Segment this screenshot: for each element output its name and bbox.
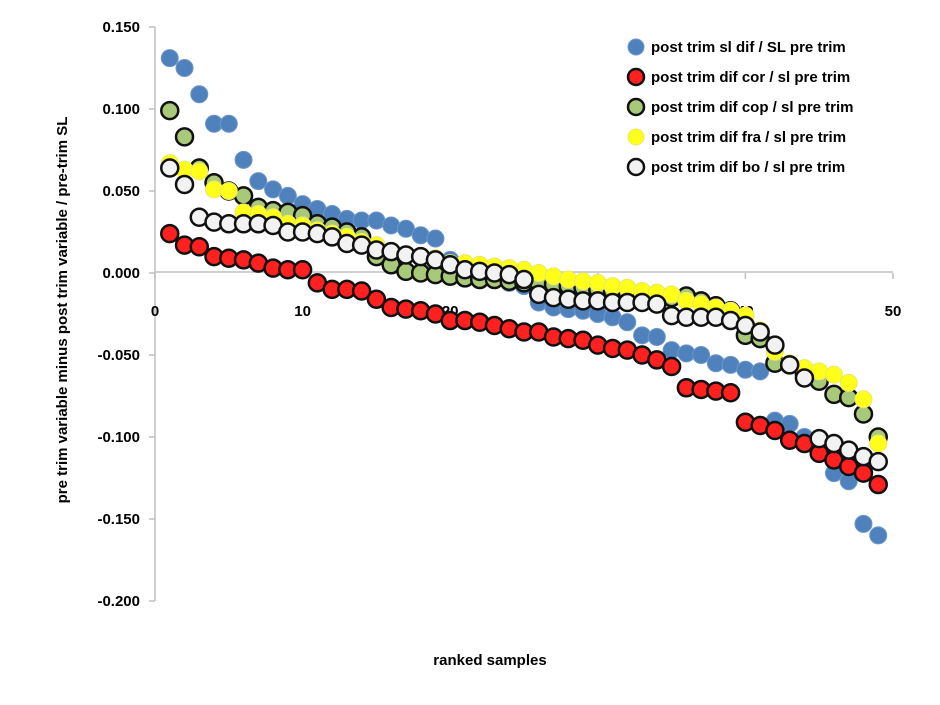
x-tick-label: 50 bbox=[885, 303, 902, 320]
data-point bbox=[677, 291, 696, 310]
data-point bbox=[720, 382, 741, 403]
legend: post trim sl dif / SL pre trim post trim … bbox=[626, 38, 854, 177]
data-point bbox=[588, 273, 607, 292]
series-1 bbox=[160, 223, 888, 495]
data-point bbox=[175, 59, 194, 77]
data-point bbox=[160, 223, 180, 244]
data-point bbox=[750, 322, 770, 342]
data-points bbox=[160, 49, 888, 545]
legend-label: post trim dif cor / sl pre trim bbox=[651, 69, 850, 86]
data-point bbox=[351, 281, 372, 301]
data-point bbox=[382, 216, 401, 235]
y-tick-label: -0.150 bbox=[97, 511, 140, 528]
data-point bbox=[174, 127, 195, 147]
x-axis-label: ranked samples bbox=[433, 652, 546, 669]
y-tick-label: 0.150 bbox=[102, 19, 140, 36]
legend-marker bbox=[626, 67, 646, 87]
y-tick-label: -0.050 bbox=[97, 347, 140, 364]
data-point bbox=[292, 259, 313, 280]
data-point bbox=[765, 420, 785, 441]
data-point bbox=[366, 289, 387, 309]
series-0 bbox=[160, 49, 888, 545]
data-point bbox=[869, 526, 888, 545]
legend-label: post trim dif bo / sl pre trim bbox=[651, 159, 845, 176]
series-3 bbox=[160, 154, 888, 453]
y-tick-label: 0.050 bbox=[102, 183, 140, 200]
data-point bbox=[839, 373, 858, 392]
data-point bbox=[662, 285, 681, 304]
data-point bbox=[249, 172, 268, 191]
y-axis-label: pre trim variable minus post trim variab… bbox=[54, 117, 71, 504]
data-point bbox=[854, 514, 873, 533]
data-point bbox=[869, 434, 888, 453]
data-point bbox=[190, 162, 209, 181]
data-point bbox=[190, 85, 209, 104]
data-point bbox=[514, 269, 534, 290]
legend-marker bbox=[626, 157, 646, 177]
legend-label: post trim dif fra / sl pre trim bbox=[651, 129, 846, 146]
data-point bbox=[779, 355, 800, 375]
data-point bbox=[219, 182, 238, 200]
data-point bbox=[794, 368, 815, 388]
data-point bbox=[219, 114, 238, 133]
data-point bbox=[160, 49, 179, 68]
legend-label: post trim sl dif / SL pre trim bbox=[651, 39, 846, 56]
data-point bbox=[544, 267, 563, 286]
data-point bbox=[692, 346, 711, 364]
x-tick-label: 10 bbox=[294, 303, 311, 320]
data-point bbox=[278, 186, 297, 205]
x-tick-label: 0 bbox=[151, 303, 159, 320]
y-tick-label: -0.100 bbox=[97, 429, 140, 446]
data-point bbox=[618, 313, 637, 332]
y-ticks: 0.150 0.100 0.050 0.000 -0.050 -0.100 -0.150 -0… bbox=[97, 19, 155, 610]
data-point bbox=[189, 237, 210, 257]
data-point bbox=[868, 474, 888, 495]
data-point bbox=[396, 219, 415, 238]
legend-marker bbox=[626, 97, 646, 117]
data-point bbox=[751, 362, 770, 381]
y-tick-label: -0.200 bbox=[97, 593, 140, 610]
data-point bbox=[854, 390, 873, 409]
data-point bbox=[234, 150, 253, 169]
data-point bbox=[868, 451, 888, 472]
data-point bbox=[160, 100, 180, 121]
data-point bbox=[853, 463, 874, 483]
data-point bbox=[264, 180, 283, 199]
data-point bbox=[824, 365, 843, 384]
data-point bbox=[647, 294, 667, 314]
data-point bbox=[426, 229, 445, 248]
data-point bbox=[765, 335, 785, 355]
data-point bbox=[661, 356, 682, 377]
data-point bbox=[160, 158, 180, 178]
legend-marker bbox=[627, 128, 645, 146]
data-point bbox=[647, 327, 666, 346]
legend-marker bbox=[627, 38, 645, 56]
data-point bbox=[411, 226, 430, 245]
series-4 bbox=[160, 158, 888, 472]
data-point bbox=[174, 174, 195, 195]
y-tick-label: 0.000 bbox=[102, 265, 140, 282]
y-tick-label: 0.100 bbox=[102, 101, 140, 118]
legend-label: post trim dif cop / sl pre trim bbox=[651, 99, 854, 116]
